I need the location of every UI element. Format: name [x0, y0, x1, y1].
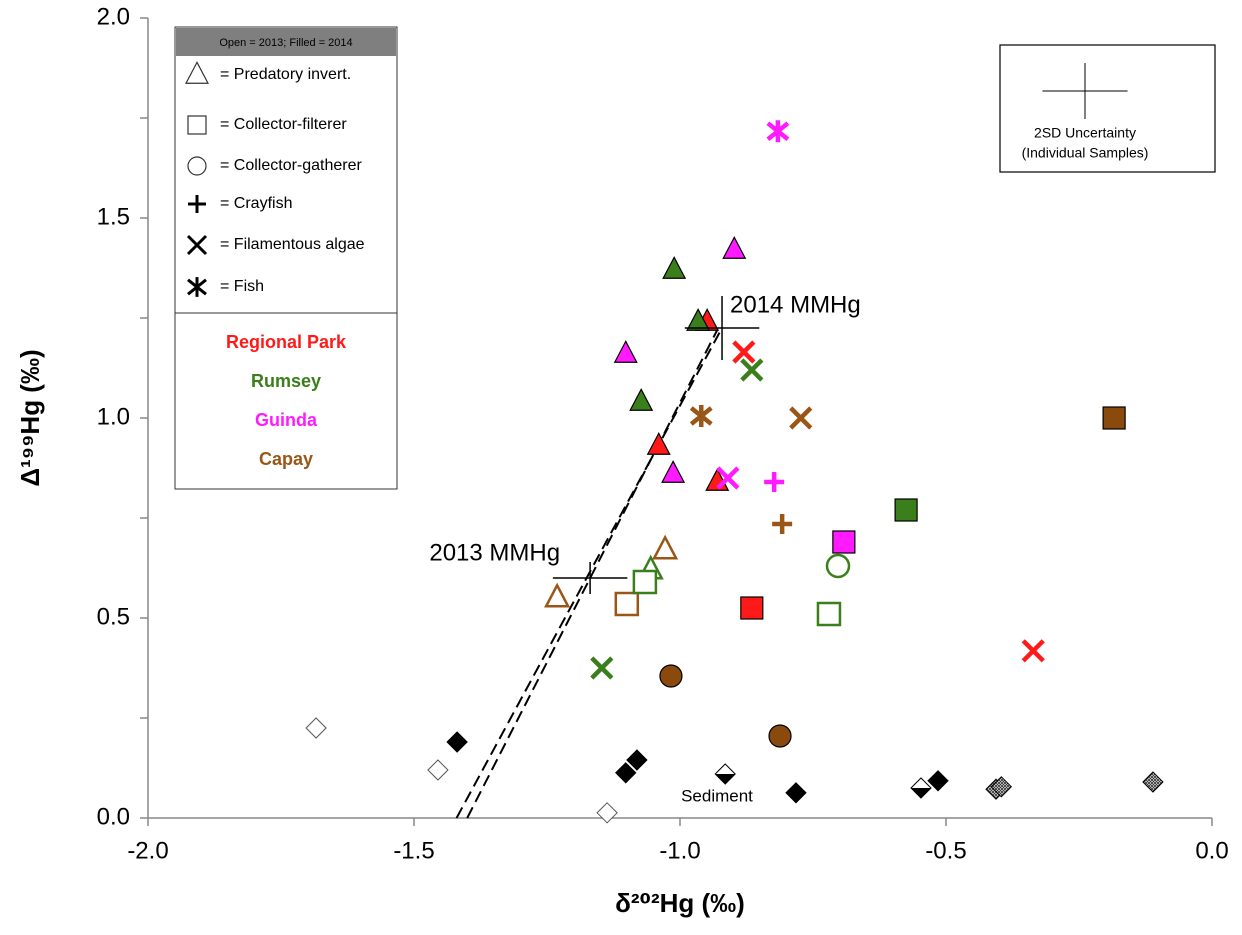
- square-marker: [816, 601, 842, 627]
- uncertainty-text: (Individual Samples): [1022, 145, 1149, 161]
- square-marker: [832, 530, 856, 554]
- triangle-marker: [544, 582, 571, 608]
- x-marker: [740, 358, 764, 382]
- diamond-marker: [927, 770, 949, 792]
- mixing-line: [466, 329, 719, 819]
- diamond-marker: [626, 749, 648, 771]
- uncertainty-frame: [999, 44, 1216, 173]
- plus-marker: [764, 472, 785, 492]
- x-marker: [789, 406, 813, 430]
- y-tick-label: 1.5: [97, 203, 130, 230]
- triangle-marker: [185, 61, 209, 84]
- square-marker: [740, 596, 764, 620]
- legend-box: [174, 26, 398, 490]
- y-axis-title: Δ¹⁹⁹Hg (‰): [15, 349, 45, 486]
- square-marker: [632, 569, 658, 595]
- mmhg-label: 2013 MMHg: [429, 539, 560, 566]
- circle-marker: [825, 553, 851, 579]
- diamond-marker: [427, 759, 449, 781]
- diamond-marker: [305, 717, 327, 739]
- triangle-marker: [613, 340, 638, 363]
- x-marker: [186, 234, 208, 256]
- y-tick-label: 0.0: [97, 803, 130, 830]
- square-marker: [1102, 406, 1126, 430]
- triangle-marker: [652, 534, 679, 560]
- diamond-marker: [446, 731, 468, 753]
- x-tick-label: 0.0: [1195, 837, 1228, 864]
- x-marker: [716, 466, 740, 490]
- diamond-marker: [990, 776, 1013, 798]
- plus-marker: [188, 195, 206, 213]
- mmhg-label: 2014 MMHg: [730, 291, 861, 318]
- uncertainty-text: 2SD Uncertainty: [1034, 125, 1136, 141]
- legend-site: Regional Park: [226, 332, 347, 352]
- asterisk-marker: [689, 405, 713, 427]
- diamond-marker: [785, 782, 807, 804]
- asterisk-marker: [187, 277, 207, 297]
- triangle-marker: [722, 236, 747, 259]
- x-tick-label: -2.0: [127, 837, 168, 864]
- triangle-marker: [646, 432, 671, 455]
- triangle-marker: [661, 460, 686, 483]
- legend-site: Rumsey: [251, 371, 321, 391]
- x-marker: [590, 656, 614, 680]
- y-tick-label: 2.0: [97, 3, 130, 30]
- y-tick-label: 0.5: [97, 603, 130, 630]
- plus-marker: [772, 514, 793, 534]
- diamond-marker: [615, 762, 637, 784]
- x-tick-label: -1.5: [393, 837, 434, 864]
- triangle-marker: [629, 388, 654, 411]
- square-marker: [614, 591, 640, 617]
- y-tick-label: 1.0: [97, 403, 130, 430]
- circle-marker: [659, 664, 683, 688]
- circle-marker: [187, 156, 207, 176]
- triangle-marker: [686, 308, 711, 331]
- legend-label: = Collector-filterer: [220, 116, 347, 133]
- x-marker: [1021, 639, 1045, 663]
- mixing-line: [455, 327, 723, 819]
- diamond-marker: [596, 802, 618, 824]
- legend-label: = Predatory invert.: [220, 66, 351, 83]
- x-axis-title: δ²⁰²Hg (‰): [615, 888, 745, 918]
- legend-header: Open = 2013; Filled = 2014: [219, 37, 352, 49]
- legend-label: = Fish: [220, 278, 264, 295]
- square-marker: [187, 115, 207, 135]
- diamond-marker: [910, 777, 932, 799]
- triangle-marker: [662, 256, 687, 279]
- uncertainty-box: 2SD Uncertainty (Individual Samples): [999, 44, 1216, 173]
- legend-site: Guinda: [255, 410, 318, 430]
- legend-label: = Filamentous algae: [220, 236, 365, 253]
- annotation: Sediment: [681, 786, 753, 805]
- legend-label: = Collector-gatherer: [220, 157, 363, 174]
- x-tick-label: -0.5: [925, 837, 966, 864]
- x-marker: [732, 340, 756, 364]
- circle-marker: [768, 724, 792, 748]
- diamond-marker: [714, 763, 736, 785]
- asterisk-marker: [766, 120, 790, 143]
- legend-header-bg: [176, 28, 396, 56]
- legend: Open = 2013; Filled = 2014 = Predatory i…: [174, 26, 398, 490]
- legend-site: Capay: [259, 449, 313, 469]
- diamond-marker: [1142, 771, 1164, 793]
- x-tick-label: -1.0: [659, 837, 700, 864]
- legend-label: = Crayfish: [220, 195, 292, 212]
- square-marker: [894, 498, 918, 522]
